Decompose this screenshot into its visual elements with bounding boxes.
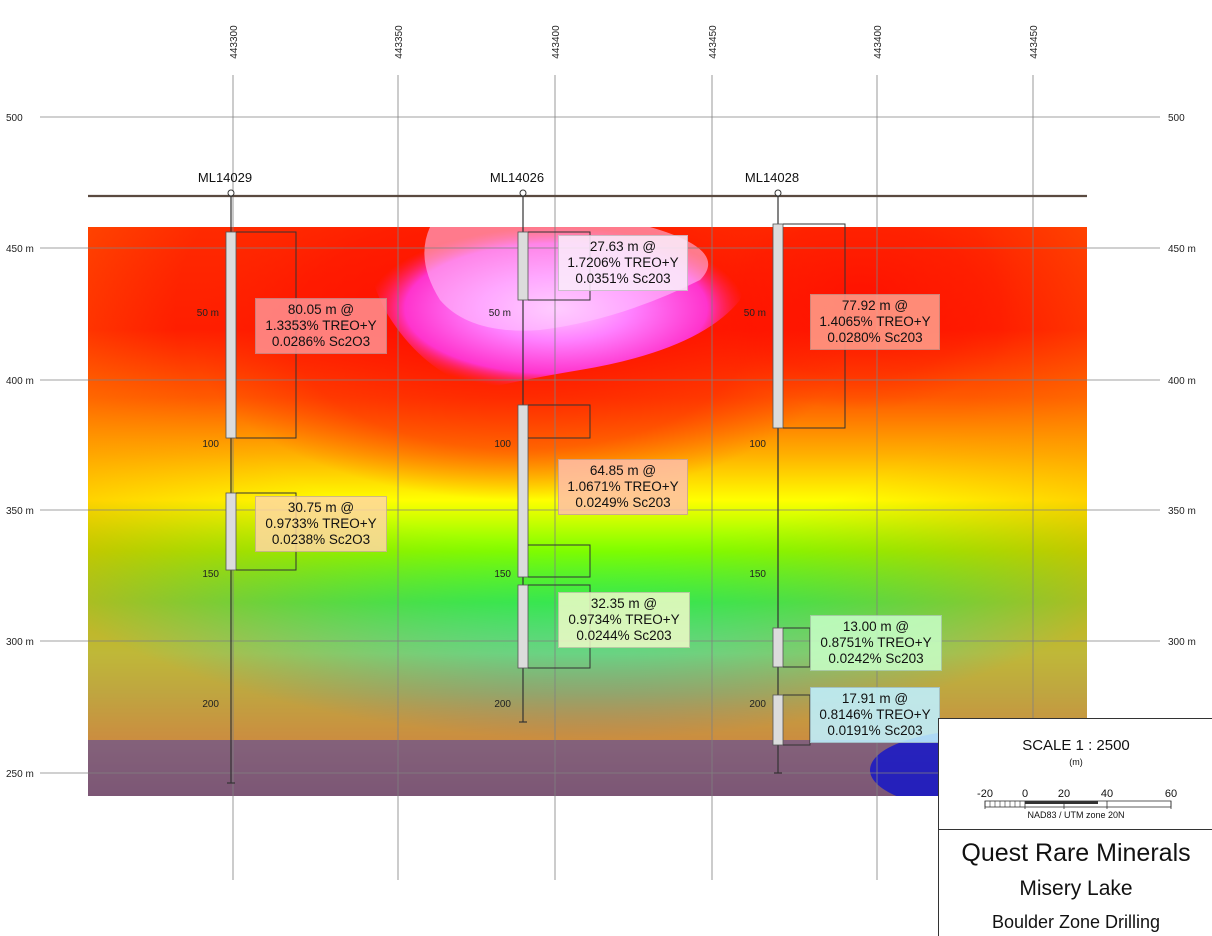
scale-bar-label: 60 [1165, 788, 1177, 800]
scale-unit: (m) [1069, 757, 1083, 767]
easting-tick-labels: 443300 443350 443400 443450 443400 443450 [229, 25, 1040, 59]
depth-label: 150 [749, 569, 766, 580]
intercept-bracket [528, 404, 591, 439]
drillhole-label: ML14028 [745, 170, 799, 185]
depth-label: 100 [494, 439, 511, 450]
intercept-annotation: 80.05 m @1.3353% TREO+Y 0.0286% Sc2O3 [255, 298, 387, 354]
title-block: SCALE 1 : 2500 (m) -20 0 20 40 60 NAD83 / UT… [938, 718, 1212, 936]
intercept-treo-grade: 1.3353% TREO+Y [265, 318, 377, 333]
elevation-label-right: 300 m [1168, 637, 1196, 648]
collar-marker [227, 189, 235, 197]
elevation-label-left: 400 m [6, 376, 34, 387]
intercept-annotation: 30.75 m @0.9733% TREO+Y 0.0238% Sc2O3 [255, 496, 387, 552]
intercept-sc-grade: 0.0249% Sc203 [575, 495, 671, 510]
intercept-sc-grade: 0.0286% Sc2O3 [271, 334, 371, 349]
intercept-interval [772, 223, 784, 429]
depth-label: 150 [202, 569, 219, 580]
depth-label: 200 [749, 699, 766, 710]
intercept-length: 27.63 m @ [589, 239, 657, 254]
intercept-sc-grade: 0.0280% Sc203 [827, 330, 923, 345]
easting-label: 443450 [708, 25, 719, 59]
intercept-treo-grade: 1.4065% TREO+Y [819, 314, 931, 329]
drillholes: ML14029 50 m 100 150 200 ML14026 50 m 100 150 200… [197, 170, 846, 784]
intercept-length: 17.91 m @ [841, 691, 909, 706]
elevation-label-left: 350 m [6, 506, 34, 517]
intercept-interval [517, 231, 529, 301]
drillhole-ml14029: ML14029 50 m 100 150 200 [197, 170, 297, 784]
intercept-treo-grade: 0.9734% TREO+Y [568, 612, 680, 627]
company-name: Quest Rare Minerals [961, 839, 1191, 867]
depth-label: 100 [202, 439, 219, 450]
scale-bar-label: 0 [1022, 788, 1028, 800]
drillhole-label: ML14026 [490, 170, 544, 185]
intercept-sc-grade: 0.0244% Sc203 [576, 628, 672, 643]
intercept-annotation: 77.92 m @1.4065% TREO+Y 0.0280% Sc203 [810, 294, 940, 350]
intercept-length: 32.35 m @ [590, 596, 658, 611]
intercept-bracket [528, 544, 591, 578]
easting-label: 443350 [394, 25, 405, 59]
depth-label: 200 [494, 699, 511, 710]
drillhole-ml14028: ML14028 50 m 100 150 200 [744, 170, 846, 774]
scale-bar-label: 20 [1058, 788, 1070, 800]
depth-label: 50 m [489, 308, 511, 319]
scale-title: SCALE 1 : 2500 [1022, 737, 1130, 754]
intercept-annotation: 32.35 m @0.9734% TREO+Y 0.0244% Sc203 [558, 592, 690, 648]
drilling-zone-title: Boulder Zone Drilling [991, 912, 1161, 932]
intercept-interval [517, 404, 529, 578]
intercept-sc-grade: 0.0351% Sc203 [575, 271, 671, 286]
collar-marker [519, 189, 527, 197]
easting-label: 443300 [229, 25, 240, 59]
elevation-label-right: 400 m [1168, 376, 1196, 387]
intercept-interval [772, 694, 784, 746]
project-name: Misery Lake [1019, 877, 1133, 900]
easting-label: 443400 [551, 25, 562, 59]
intercept-interval [225, 231, 237, 439]
drillhole-label: ML14029 [198, 170, 252, 185]
drillhole-ml14026: ML14026 50 m 100 150 200 [489, 170, 591, 723]
intercept-annotation: 64.85 m @1.0671% TREO+Y 0.0249% Sc203 [558, 459, 688, 515]
intercept-sc-grade: 0.0191% Sc203 [827, 723, 923, 738]
intercept-treo-grade: 1.7206% TREO+Y [567, 255, 679, 270]
elevation-tick-labels: 500 450 m 400 m 350 m 300 m 250 m 500 450 m 400 … [6, 113, 1196, 780]
scale-bar-label: -20 [977, 788, 993, 800]
intercept-treo-grade: 1.0671% TREO+Y [567, 479, 679, 494]
elevation-label-right: 450 m [1168, 244, 1196, 255]
intercept-interval [225, 492, 237, 571]
elevation-label-left: 500 [6, 113, 23, 124]
intercept-length: 64.85 m @ [589, 463, 657, 478]
intercept-annotation: 13.00 m @0.8751% TREO+Y 0.0242% Sc203 [810, 615, 942, 671]
intercept-interval [772, 627, 784, 668]
intercept-treo-grade: 0.8146% TREO+Y [819, 707, 931, 722]
scale-bar-label: 40 [1101, 788, 1113, 800]
intercept-length: 13.00 m @ [842, 619, 910, 634]
intercept-interval [517, 584, 529, 669]
collar-marker [774, 189, 782, 197]
intercept-sc-grade: 0.0238% Sc2O3 [271, 532, 371, 547]
depth-label: 200 [202, 699, 219, 710]
intercept-sc-grade: 0.0242% Sc203 [828, 651, 924, 666]
intercept-treo-grade: 0.8751% TREO+Y [820, 635, 932, 650]
intercept-length: 30.75 m @ [287, 500, 355, 515]
elevation-label-right: 500 [1168, 113, 1185, 124]
depth-label: 100 [749, 439, 766, 450]
elevation-label-right: 350 m [1168, 506, 1196, 517]
elevation-label-left: 450 m [6, 244, 34, 255]
scale-box: SCALE 1 : 2500 (m) -20 0 20 40 60 NAD83 / UT… [939, 719, 1212, 830]
easting-label: 443400 [873, 25, 884, 59]
elevation-label-left: 250 m [6, 769, 34, 780]
depth-label: 150 [494, 569, 511, 580]
easting-label: 443450 [1029, 25, 1040, 59]
projection-label: NAD83 / UTM zone 20N [1027, 810, 1125, 820]
intercept-treo-grade: 0.9733% TREO+Y [265, 516, 377, 531]
scale-bar: -20 0 20 40 60 [977, 788, 1177, 809]
depth-label: 50 m [197, 308, 219, 319]
intercept-length: 80.05 m @ [287, 302, 355, 317]
intercept-annotation: 17.91 m @0.8146% TREO+Y 0.0191% Sc203 [810, 687, 940, 743]
intercept-length: 77.92 m @ [841, 298, 909, 313]
intercept-annotation: 27.63 m @1.7206% TREO+Y 0.0351% Sc203 [558, 235, 688, 291]
depth-label: 50 m [744, 308, 766, 319]
elevation-label-left: 300 m [6, 637, 34, 648]
